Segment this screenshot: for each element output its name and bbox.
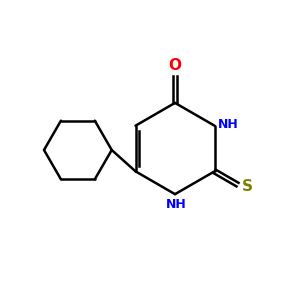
Text: S: S <box>242 178 253 194</box>
Text: NH: NH <box>218 118 239 131</box>
Text: NH: NH <box>166 198 187 211</box>
Text: O: O <box>169 58 182 73</box>
